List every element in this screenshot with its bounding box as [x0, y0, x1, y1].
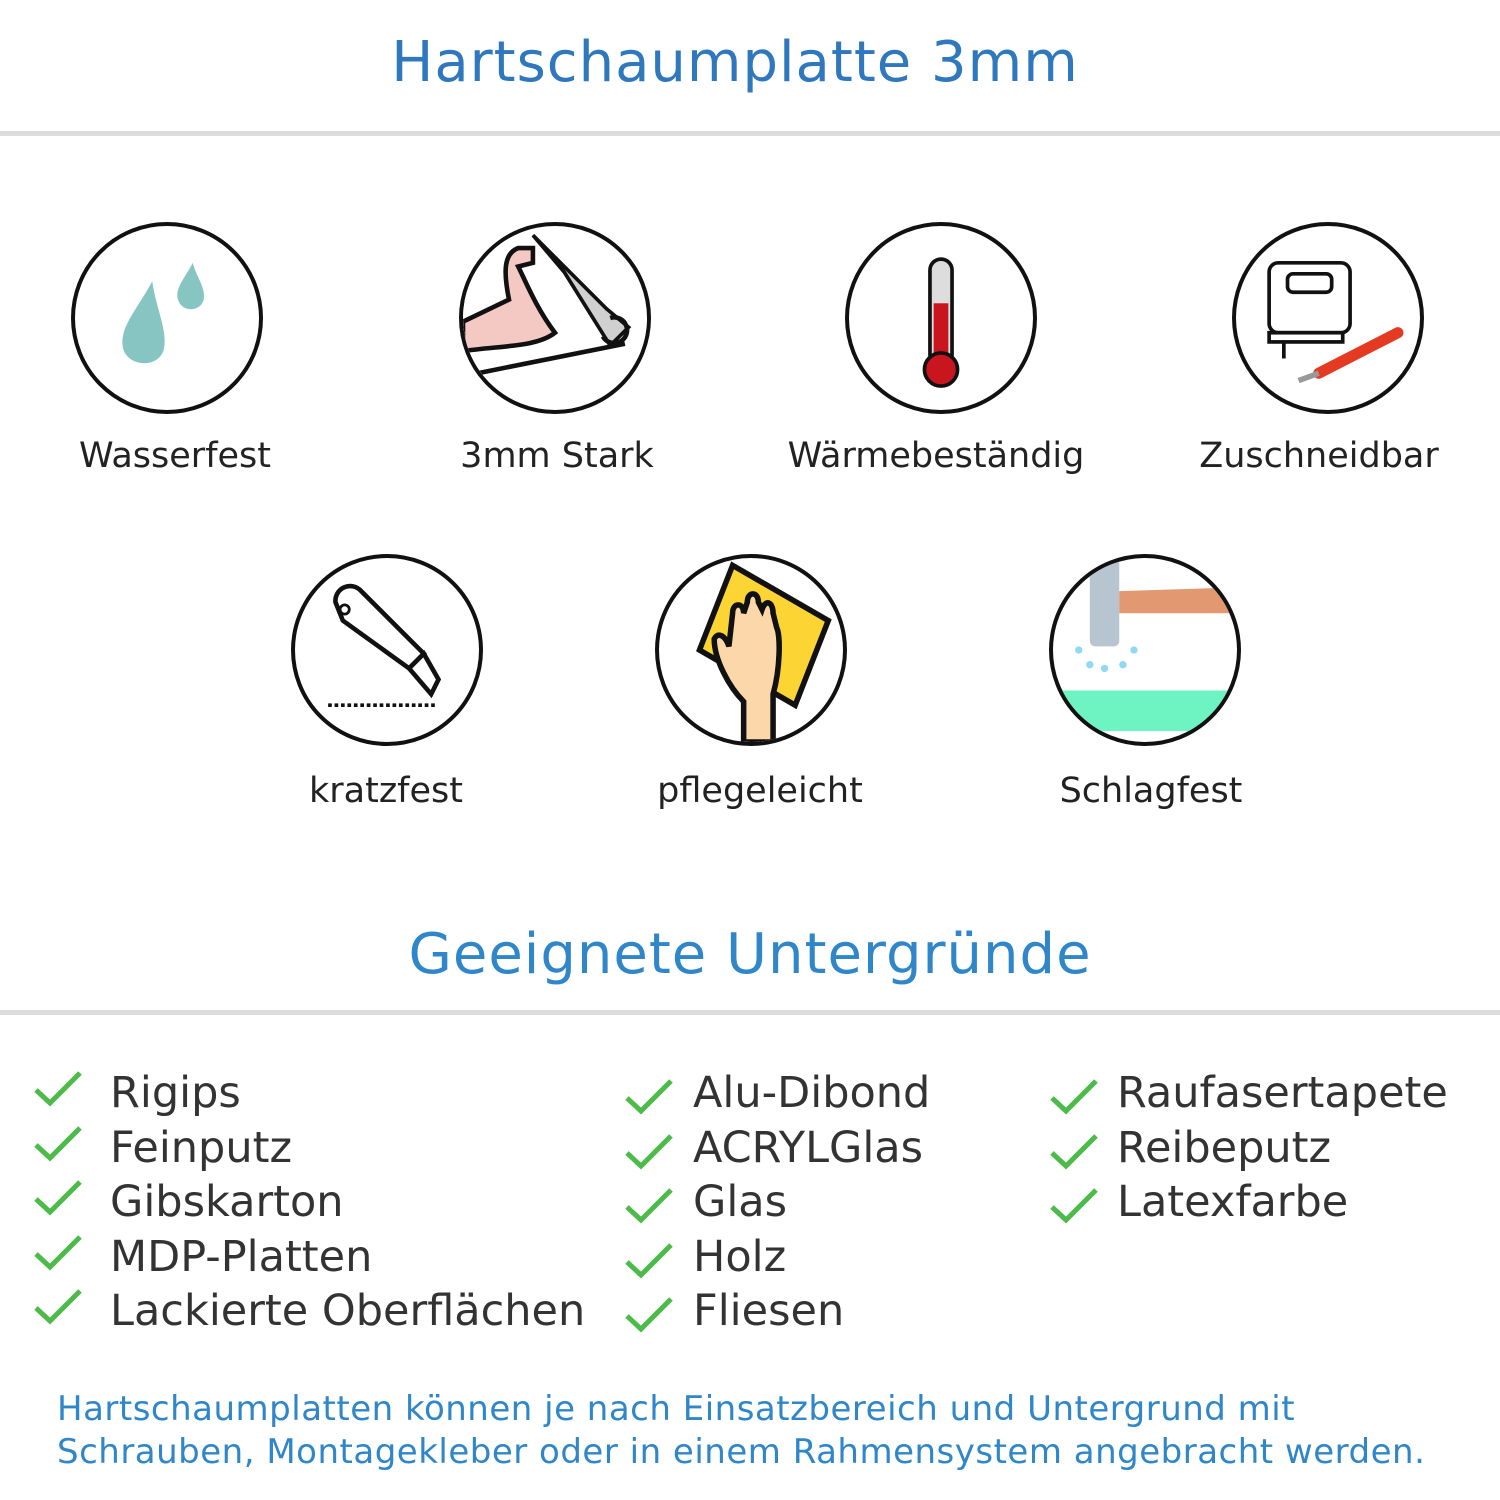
feature-label: pflegeleicht: [657, 771, 863, 811]
hammer-icon: [1049, 554, 1241, 746]
checkmark-icon: [33, 1125, 83, 1165]
checkmark-icon: [624, 1133, 674, 1173]
checkmark-icon: [1049, 1133, 1099, 1173]
footer-line-1: Hartschaumplatten können je nach Einsatz…: [57, 1389, 1296, 1429]
surface-item: Feinputz: [110, 1122, 293, 1173]
cutter-knife-icon: [291, 554, 483, 746]
surfaces-title: Geeignete Untergründe: [408, 922, 1092, 987]
feature-label: Zuschneidbar: [1199, 436, 1439, 476]
checkmark-icon: [1049, 1078, 1099, 1118]
thermometer-icon: [845, 222, 1037, 414]
feature-label: Wärmebeständig: [787, 436, 1085, 476]
surface-item: Alu-Dibond: [693, 1068, 931, 1118]
surface-item: Lackierte Oberflächen: [110, 1286, 586, 1336]
checkmark-icon: [624, 1242, 674, 1282]
checkmark-icon: [33, 1234, 83, 1274]
divider: [0, 131, 1500, 136]
jigsaw-knife-icon: [1232, 222, 1424, 414]
feature-label: 3mm Stark: [460, 436, 654, 476]
checkmark-icon: [624, 1187, 674, 1227]
feature-label: Schlagfest: [1059, 771, 1243, 811]
feature-label: kratzfest: [308, 771, 463, 811]
checkmark-icon: [33, 1179, 83, 1219]
footer-line-2: Schrauben, Montagekleber oder in einem R…: [57, 1432, 1426, 1472]
surface-item: Gibskarton: [110, 1177, 344, 1227]
checkmark-icon: [624, 1296, 674, 1336]
surface-item: Reibeputz: [1117, 1122, 1332, 1173]
feature-label: Wasserfest: [78, 436, 272, 476]
surface-item: ACRYLGlas: [693, 1122, 924, 1173]
surface-item: MDP-Platten: [110, 1231, 373, 1282]
surface-item: Latexfarbe: [1117, 1177, 1349, 1227]
checkmark-icon: [33, 1070, 83, 1110]
page-title: Hartschaumplatte 3mm: [391, 30, 1079, 95]
divider: [0, 1010, 1500, 1015]
hand-cloth-icon: [655, 554, 847, 746]
checkmark-icon: [1049, 1187, 1099, 1227]
surface-item: Holz: [693, 1231, 787, 1282]
water-drops-icon: [71, 222, 263, 414]
checkmark-icon: [33, 1288, 83, 1328]
strong-arm-icon: [459, 222, 651, 414]
surface-item: Glas: [693, 1177, 788, 1227]
surface-item: Raufasertapete: [1117, 1068, 1448, 1118]
surface-item: Fliesen: [693, 1286, 845, 1336]
surface-item: Rigips: [110, 1068, 241, 1118]
checkmark-icon: [624, 1078, 674, 1118]
